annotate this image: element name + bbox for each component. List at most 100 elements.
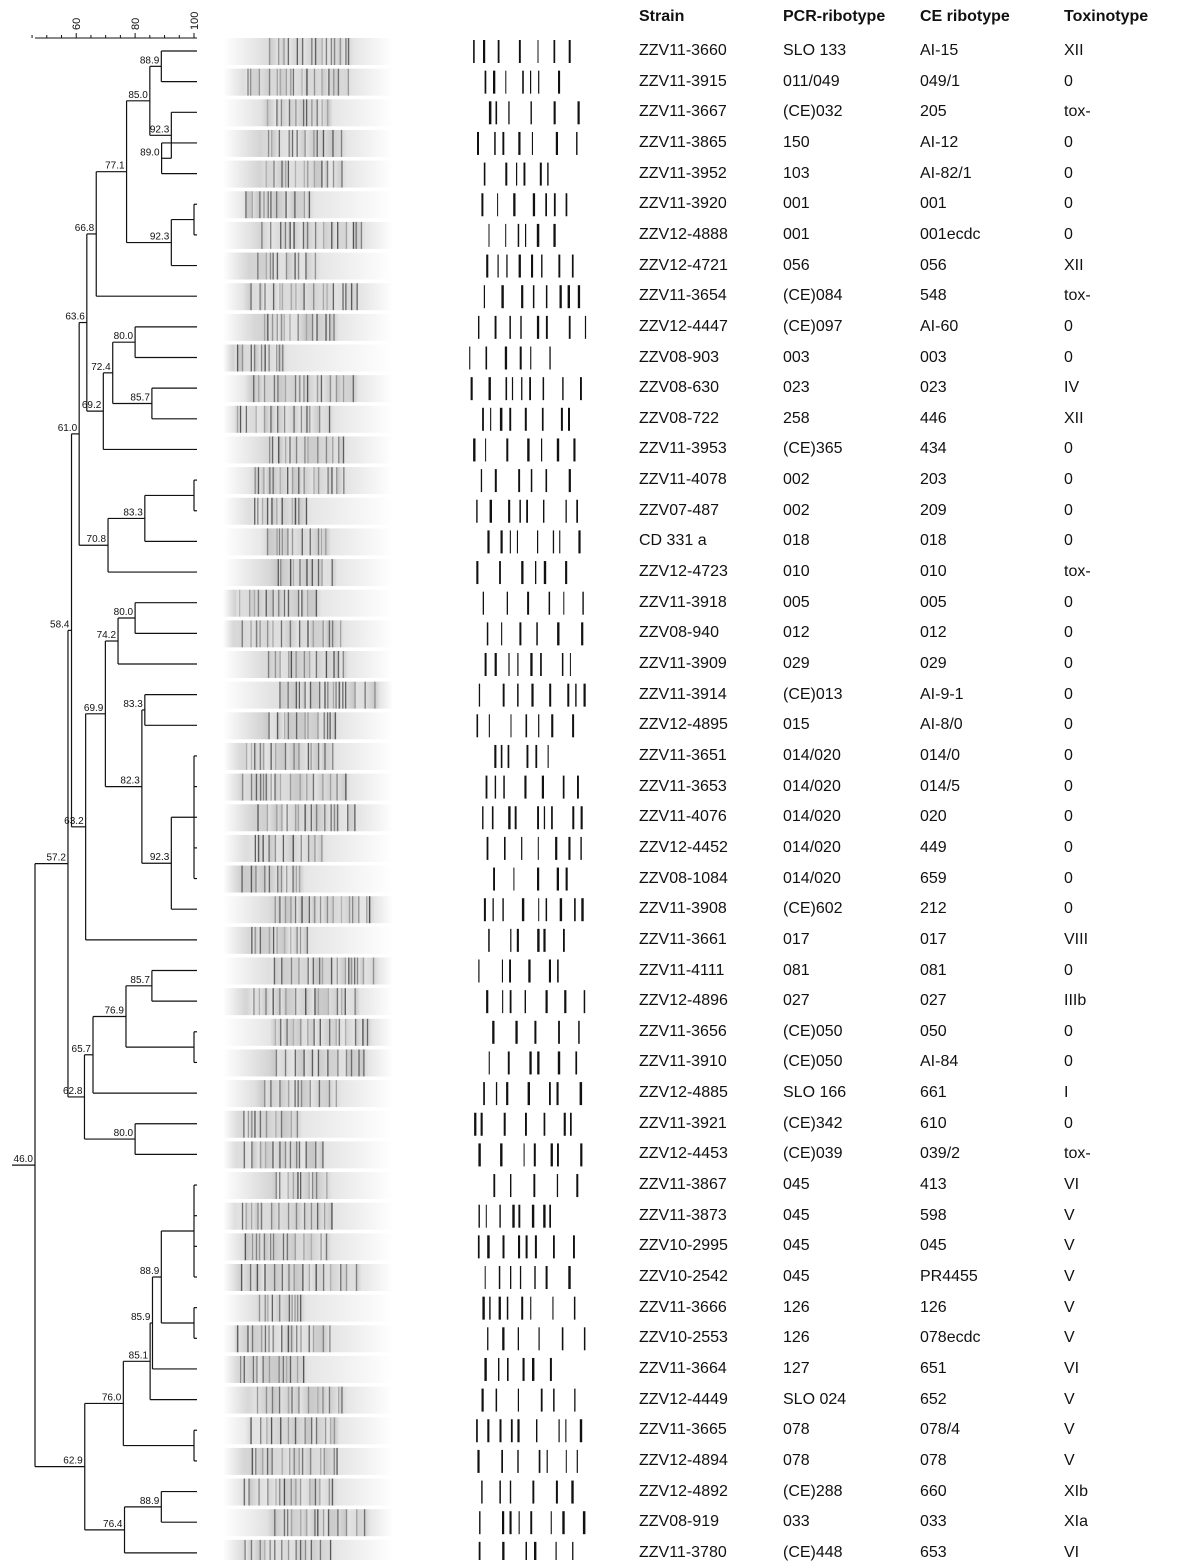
band-mark <box>518 254 521 278</box>
band-mark <box>543 1204 546 1228</box>
row-tox: tox- <box>1064 287 1091 305</box>
band-mark <box>494 744 497 768</box>
row-ce: 003 <box>920 348 947 366</box>
row-strain: ZZV12-4452 <box>639 838 728 856</box>
row-pcr: (CE)448 <box>783 1543 843 1561</box>
band-mark <box>494 653 497 676</box>
row-tox: tox- <box>1064 103 1091 121</box>
band-mark <box>549 1204 551 1228</box>
row-tox: VI <box>1064 1176 1080 1194</box>
band-mark <box>540 653 542 676</box>
band-mark <box>584 315 587 339</box>
row-strain: ZZV11-3914 <box>639 685 727 703</box>
row-tox: 0 <box>1064 716 1073 734</box>
band-mark <box>490 407 492 431</box>
row-strain: ZZV12-4892 <box>639 1482 728 1500</box>
row-tox: 0 <box>1064 685 1073 703</box>
band-mark <box>565 867 568 891</box>
row-ce: 652 <box>920 1390 947 1408</box>
row-ce: 205 <box>920 103 947 121</box>
band-mark <box>485 775 488 799</box>
band-mark <box>506 591 508 615</box>
band-mark <box>538 1327 540 1351</box>
row-tox: XII <box>1064 42 1084 59</box>
band-mark <box>495 101 498 125</box>
row-tox: V <box>1064 1451 1075 1469</box>
band-mark <box>543 806 546 830</box>
band-mark <box>532 1480 535 1504</box>
band-mark <box>534 1235 537 1259</box>
band-mark <box>538 70 540 94</box>
band-mark <box>497 193 499 217</box>
row-strain: ZZV08-919 <box>639 1513 720 1531</box>
band-mark <box>530 1511 533 1535</box>
band-mark <box>582 1511 586 1535</box>
row-ce: AI-60 <box>920 317 959 335</box>
band-mark <box>556 867 559 891</box>
row-strain: ZZV11-3908 <box>639 900 727 918</box>
row-pcr: 126 <box>783 1298 810 1316</box>
row-strain: ZZV11-3654 <box>639 287 727 305</box>
row-pcr: 017 <box>783 930 810 948</box>
band-mark <box>545 315 548 339</box>
row-ce: 056 <box>920 256 947 274</box>
node-similarity-label: 63.6 <box>65 312 85 323</box>
band-mark <box>473 438 476 462</box>
band-mark <box>524 775 527 799</box>
row-tox: V <box>1064 1268 1075 1285</box>
band-mark <box>533 1143 536 1167</box>
gel-lane <box>223 221 393 249</box>
band-mark <box>527 438 530 462</box>
band-mark <box>565 193 568 217</box>
band-mark <box>492 1020 495 1044</box>
row-ce: 027 <box>920 992 947 1010</box>
node-similarity-label: 62.9 <box>63 1456 83 1467</box>
band-mark <box>500 530 503 554</box>
band-mark <box>481 1388 484 1412</box>
row-tox: V <box>1064 1421 1075 1439</box>
band-mark <box>532 1357 535 1381</box>
band-mark <box>483 1082 485 1106</box>
band-mark <box>559 898 563 922</box>
band-mark <box>553 1388 555 1412</box>
node-similarity-label: 85.9 <box>131 1312 151 1323</box>
band-mark <box>527 591 530 615</box>
band-mark <box>505 70 507 94</box>
band-mark <box>583 683 586 707</box>
row-tox: 0 <box>1064 777 1073 795</box>
row-strain: ZZV11-3910 <box>639 1053 727 1071</box>
band-mark <box>519 499 521 523</box>
row-ce: 653 <box>920 1543 947 1561</box>
row-tox: V <box>1064 1298 1075 1316</box>
row-tox: VI <box>1064 1543 1080 1561</box>
band-mark <box>493 867 495 891</box>
row-strain: ZZV11-4111 <box>639 961 725 979</box>
gel-lane <box>223 834 393 862</box>
gel-lane <box>223 957 393 985</box>
gel-lane <box>223 1080 393 1108</box>
band-mark <box>481 193 484 217</box>
band-mark <box>506 254 508 278</box>
band-mark <box>545 1266 548 1289</box>
band-mark <box>574 898 576 922</box>
node-similarity-label: 83.3 <box>123 699 143 710</box>
band-mark <box>514 806 517 830</box>
band-mark <box>553 223 556 247</box>
row-strain: ZZV11-3873 <box>639 1206 727 1224</box>
band-mark <box>523 1143 525 1167</box>
row-strain: ZZV11-3780 <box>639 1543 727 1561</box>
band-mark <box>480 1112 483 1136</box>
row-pcr: 011/049 <box>783 72 840 90</box>
row-pcr: 045 <box>783 1237 810 1255</box>
band-mark <box>531 254 534 278</box>
gel-lane <box>223 38 393 65</box>
band-mark <box>525 1541 527 1560</box>
band-mark <box>583 990 586 1014</box>
row-ce: 078ecdc <box>920 1329 981 1347</box>
node-similarity-label: 92.3 <box>150 852 170 863</box>
gel-lane <box>223 405 393 433</box>
gel-lane <box>223 712 393 740</box>
row-strain: ZZV08-940 <box>639 624 720 642</box>
row-ce: 001ecdc <box>920 225 981 243</box>
